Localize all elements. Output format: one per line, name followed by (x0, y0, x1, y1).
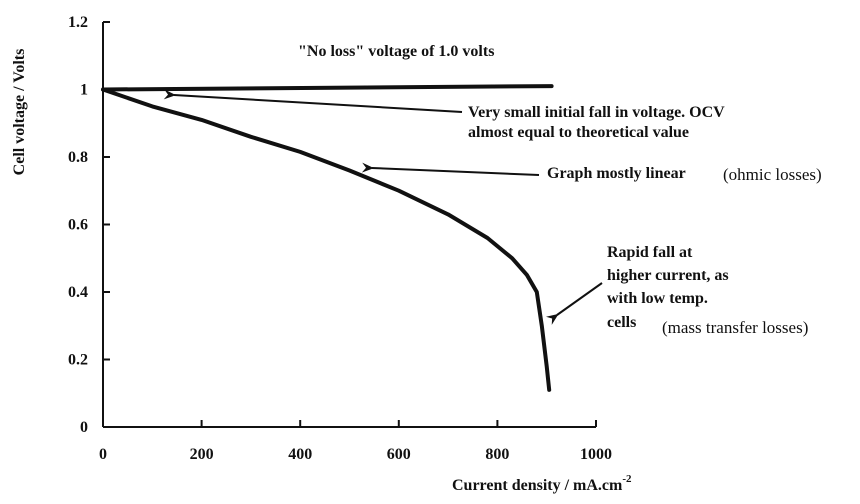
y-tick-label: 1.2 (68, 14, 88, 31)
annotation-rapid-line4: cells (607, 314, 636, 331)
cell-voltage-curve (101, 87, 552, 392)
x-axis-title: Current density / mA.cm-2 (452, 473, 632, 494)
x-axis-ticks: 0 200 400 600 800 1000 (99, 420, 612, 463)
y-tick-label: 0.6 (68, 217, 88, 234)
arrow-ocv (163, 89, 463, 113)
series-group (101, 84, 554, 392)
annotation-linear: Graph mostly linear (547, 165, 686, 182)
y-tick-label: 0.8 (68, 149, 88, 166)
y-tick-label: 0.4 (68, 284, 88, 301)
y-axis-ticks: 0 0.2 0.4 0.6 0.8 1 1.2 (68, 14, 110, 436)
y-axis-title: Cell voltage / Volts (11, 49, 28, 176)
annotation-mass: (mass transfer losses) (662, 318, 808, 337)
x-tick-label: 400 (288, 446, 312, 463)
x-tick-label: 600 (387, 446, 411, 463)
y-tick-label: 0.2 (68, 352, 88, 369)
annotation-ohmic: (ohmic losses) (723, 165, 822, 184)
x-tick-label: 800 (485, 446, 509, 463)
y-tick-label: 0 (80, 419, 88, 436)
annotation-ocv-line2: almost equal to theoretical value (468, 124, 689, 141)
x-tick-label: 0 (99, 446, 107, 463)
no-loss-voltage-line (101, 84, 554, 92)
annotation-rapid-line1: Rapid fall at (607, 244, 693, 261)
y-tick-label: 1 (80, 82, 88, 99)
annotation-rapid-line2: higher current, as (607, 267, 729, 284)
arrow-rapid (545, 282, 603, 325)
x-tick-label: 1000 (580, 446, 612, 463)
x-axis-title-superscript: -2 (622, 473, 632, 485)
x-tick-label: 200 (190, 446, 214, 463)
annotation-no-loss: "No loss" voltage of 1.0 volts (298, 43, 494, 60)
annotation-rapid-line3: with low temp. (607, 290, 708, 307)
arrow-linear (361, 162, 540, 176)
x-axis-title-main: Current density / mA.cm (452, 477, 623, 494)
annotation-ocv-line1: Very small initial fall in voltage. OCV (468, 104, 725, 121)
